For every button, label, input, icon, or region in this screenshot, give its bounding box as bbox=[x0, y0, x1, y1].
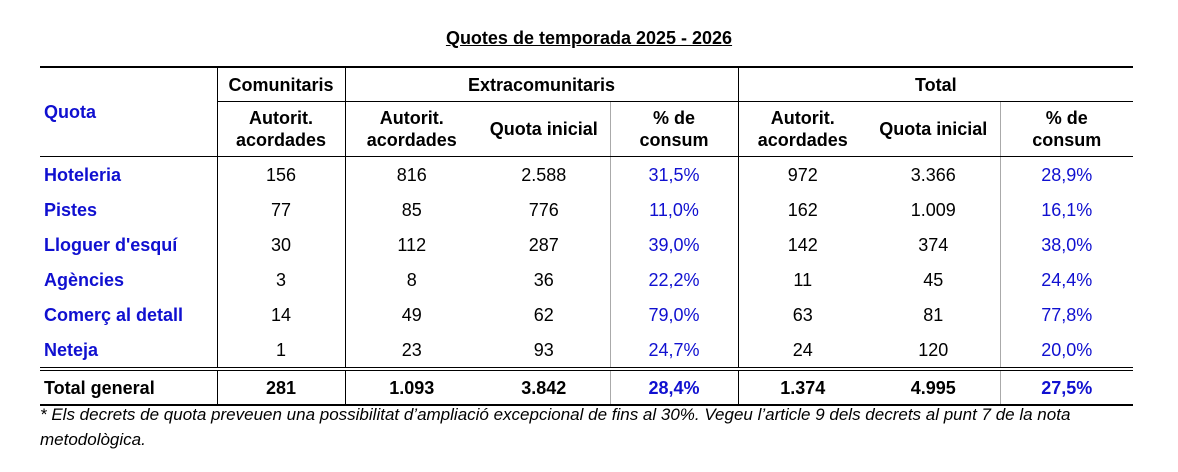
cell: 28,9% bbox=[999, 156, 1134, 192]
cell: 28,4% bbox=[609, 367, 739, 406]
cell: 81 bbox=[923, 304, 944, 325]
column-header: Autorit. acordades bbox=[737, 101, 868, 157]
column-header: Autorit. acordades bbox=[344, 101, 478, 157]
cell: 2.588 bbox=[521, 164, 567, 185]
cell: 162 bbox=[737, 192, 868, 227]
row-label: Comerç al detall bbox=[44, 304, 184, 325]
cell: 38,0% bbox=[999, 227, 1134, 262]
cell: 4.995 bbox=[867, 367, 1001, 406]
cell: 281 bbox=[216, 367, 345, 406]
cell: 20,0% bbox=[999, 332, 1134, 369]
total-row: Total general 281 1.093 3.842 28,4% 1.374 4.99… bbox=[40, 367, 1134, 406]
cell: 16,1% bbox=[999, 192, 1134, 227]
row-label: Pistes bbox=[44, 199, 98, 220]
group-header: Extracomunitaris bbox=[344, 66, 739, 102]
group-header: Comunitaris bbox=[216, 66, 345, 102]
cell: 39,0% bbox=[609, 227, 739, 262]
cell: 77,8% bbox=[999, 297, 1134, 332]
cell: 287 bbox=[528, 234, 559, 255]
data-row: Hoteleria 156 816 2.588 31,5% 972 3.366 28,9% bbox=[40, 156, 1134, 192]
cell: 63 bbox=[737, 297, 868, 332]
row-label: Agències bbox=[44, 269, 125, 290]
cell: 24 bbox=[737, 332, 868, 369]
cell: 1.374 bbox=[737, 367, 868, 406]
column-header: Quota inicial bbox=[478, 101, 610, 157]
cell: 27,5% bbox=[999, 367, 1134, 406]
column-header: Quota inicial bbox=[867, 101, 1001, 157]
column-header: % de consum bbox=[609, 101, 739, 157]
column-header: Autorit. acordades bbox=[216, 101, 345, 157]
cell: 36 bbox=[533, 269, 554, 290]
cell: 77 bbox=[216, 192, 345, 227]
cell: 1.009 bbox=[910, 199, 956, 220]
data-row: Pistes 77 85 776 11,0% 162 1.009 16,1% bbox=[40, 192, 1134, 227]
cell: 142 bbox=[737, 227, 868, 262]
cell: 30 bbox=[216, 227, 345, 262]
row-label: Lloguer d'esquí bbox=[44, 234, 178, 255]
row-label: Neteja bbox=[44, 339, 99, 360]
cell: 49 bbox=[344, 297, 478, 332]
data-row: Neteja 1 23 93 24,7% 24 120 20,0% bbox=[40, 332, 1134, 369]
title: Quotes de temporada 2025 - 2026 bbox=[445, 28, 733, 48]
cell: 776 bbox=[528, 199, 559, 220]
cell: 816 bbox=[344, 156, 478, 192]
cell: 11 bbox=[737, 262, 868, 297]
cell: 23 bbox=[344, 332, 478, 369]
cell: 374 bbox=[918, 234, 949, 255]
cell: 11,0% bbox=[609, 192, 739, 227]
cell: 1 bbox=[216, 332, 345, 369]
cell: 120 bbox=[918, 339, 949, 360]
cell: 62 bbox=[533, 304, 554, 325]
cell: 93 bbox=[533, 339, 554, 360]
cell: 45 bbox=[923, 269, 944, 290]
cell: 1.093 bbox=[344, 367, 478, 406]
cell: 112 bbox=[344, 227, 478, 262]
cell: 3 bbox=[216, 262, 345, 297]
group-header: Total bbox=[737, 66, 1134, 102]
cell: 972 bbox=[737, 156, 868, 192]
cell: 3.366 bbox=[910, 164, 956, 185]
cell: 3.842 bbox=[478, 367, 610, 406]
cell: 24,4% bbox=[999, 262, 1134, 297]
cell: 22,2% bbox=[609, 262, 739, 297]
data-row: Comerç al detall 14 49 62 79,0% 63 81 77,8% bbox=[40, 297, 1134, 332]
column-header: % de consum bbox=[999, 101, 1134, 157]
cell: 85 bbox=[344, 192, 478, 227]
data-row: Agències 3 8 36 22,2% 11 45 24,4% bbox=[40, 262, 1134, 297]
row-label: Hoteleria bbox=[44, 164, 122, 185]
cell: 8 bbox=[344, 262, 478, 297]
quota-table: Quota Comunitaris Extracomunitaris Total… bbox=[40, 66, 1134, 406]
footnote: * Els decrets de quota preveuen una poss… bbox=[40, 405, 1071, 449]
row-label: Total general bbox=[40, 367, 217, 406]
quota-header: Quota bbox=[40, 66, 217, 157]
cell: 156 bbox=[216, 156, 345, 192]
data-row: Lloguer d'esquí 30 112 287 39,0% 142 374 38,0% bbox=[40, 227, 1134, 262]
cell: 14 bbox=[216, 297, 345, 332]
cell: 79,0% bbox=[609, 297, 739, 332]
cell: 31,5% bbox=[609, 156, 739, 192]
cell: 24,7% bbox=[609, 332, 739, 369]
